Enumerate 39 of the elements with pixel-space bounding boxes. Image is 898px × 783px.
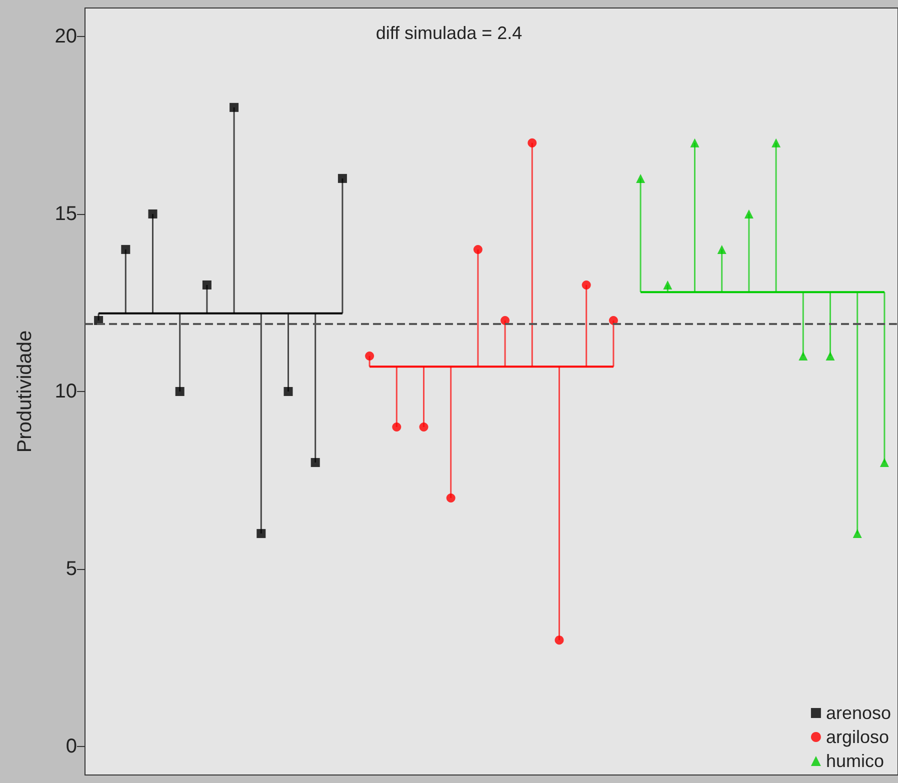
point	[148, 209, 158, 218]
point	[826, 351, 835, 360]
legend-label: humico	[826, 751, 884, 771]
point	[175, 387, 184, 396]
point	[880, 458, 889, 468]
y-tick-label: 5	[66, 558, 77, 580]
point	[392, 422, 402, 432]
point	[121, 244, 130, 254]
point	[338, 174, 347, 183]
point	[202, 280, 212, 290]
point	[852, 529, 862, 538]
y-axis-title: Produtividade	[14, 330, 36, 453]
y-tick-label: 20	[54, 25, 77, 48]
y-tick-label: 10	[54, 380, 77, 402]
point	[690, 138, 700, 148]
point	[582, 280, 591, 290]
y-tick-label: 15	[54, 202, 77, 225]
point	[419, 422, 428, 432]
point	[446, 494, 456, 503]
point	[284, 387, 293, 396]
point	[256, 529, 266, 538]
point	[230, 102, 239, 112]
point	[636, 174, 646, 183]
point	[365, 351, 374, 360]
point	[717, 244, 726, 254]
point	[798, 351, 808, 360]
legend-label: argiloso	[826, 727, 889, 747]
point	[663, 280, 672, 290]
point	[473, 244, 482, 254]
y-tick-label: 0	[66, 736, 77, 758]
point	[528, 138, 537, 148]
point	[772, 138, 781, 148]
annotation: diff simulada = 2.4	[376, 23, 522, 43]
point	[554, 636, 564, 645]
legend-label: arenoso	[826, 703, 892, 723]
point	[310, 458, 320, 468]
point	[500, 316, 510, 325]
point	[744, 209, 754, 218]
point	[608, 316, 618, 325]
